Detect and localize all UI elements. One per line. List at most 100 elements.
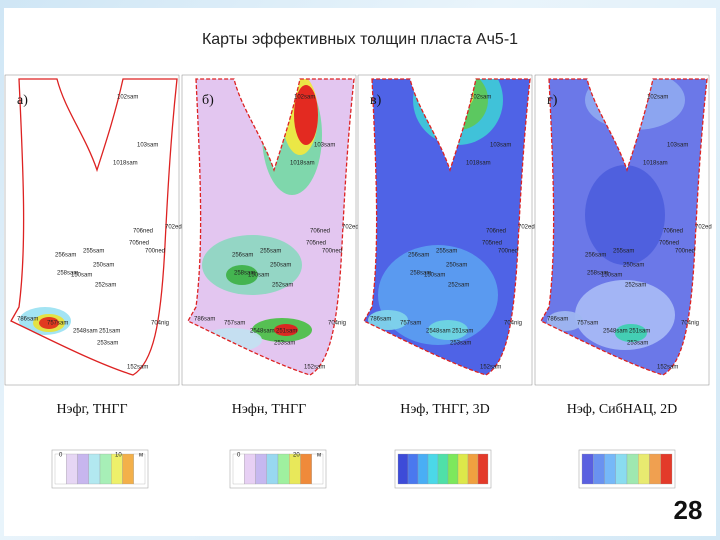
color-scale: 0 10 м	[51, 449, 149, 489]
scale-swatch	[407, 453, 419, 485]
well-label: 705ned	[482, 241, 502, 247]
well-label: 251sam	[99, 329, 120, 335]
scale-swatch	[447, 453, 459, 485]
scale-swatch	[467, 453, 479, 485]
well-label: 251sam	[452, 329, 473, 335]
scale-frame	[394, 449, 492, 489]
map-panel: 102sam 103sam 1018sam 702ed 706ned 705ned 700n…	[4, 74, 182, 386]
well-label: 150sam	[71, 273, 92, 279]
well-label: 103sam	[667, 143, 688, 149]
scale-swatch	[427, 453, 439, 485]
map-zone	[615, 324, 647, 342]
scale-swatch	[437, 453, 449, 485]
scale-swatch	[266, 453, 279, 485]
scale-swatch	[122, 453, 134, 485]
well-label: 252sam	[625, 283, 646, 289]
scale-swatch	[311, 453, 324, 485]
map-panel: 102sam 103sam 1018sam 702ed 706ned 705ned 700n…	[357, 74, 535, 386]
scale-label: 10	[115, 453, 122, 459]
well-label: 757sam	[47, 321, 68, 327]
scale-swatch	[457, 453, 469, 485]
well-label: 102sam	[294, 95, 315, 101]
well-label: 705ned	[129, 241, 149, 247]
well-label: 700ned	[322, 249, 342, 255]
field-boundary	[363, 78, 531, 376]
well-label: 258sam	[234, 271, 255, 277]
map-zone	[585, 165, 665, 265]
well-label: 250sam	[446, 263, 467, 269]
well-label: 704nig	[681, 321, 699, 327]
scale-swatch	[397, 453, 409, 485]
well-label: 252sam	[448, 283, 469, 289]
well-label: 255sam	[260, 249, 281, 255]
panel-caption: Нэфн, ТНГГ	[232, 402, 306, 417]
scale-swatch	[300, 453, 312, 485]
scale-swatch	[581, 453, 594, 485]
well-label: 255sam	[436, 249, 457, 255]
scale-swatch	[638, 453, 650, 485]
scale-label: 0	[59, 453, 63, 459]
well-label: 253sam	[450, 341, 471, 347]
slide-title: Карты эффективных толщин пласта Ач5-1	[202, 31, 518, 48]
scale-swatch	[244, 453, 256, 485]
slide-number: 28	[674, 495, 703, 525]
scale-label: 20	[293, 453, 300, 459]
well-label: 1018sam	[466, 161, 491, 167]
map-zone	[368, 310, 408, 330]
map-zone	[428, 320, 468, 340]
scale-swatch	[88, 453, 101, 485]
scale-frame	[229, 449, 327, 489]
scale-swatch	[417, 453, 429, 485]
map-zone	[547, 311, 583, 331]
well-label: 258sam	[587, 271, 608, 277]
map-zone	[294, 85, 318, 145]
well-label: 256sam	[408, 253, 429, 259]
scale-frame	[51, 449, 149, 489]
well-label: 250sam	[93, 263, 114, 269]
scale-swatch	[615, 453, 628, 485]
well-label: 786sam	[547, 317, 568, 323]
well-label: 706ned	[133, 229, 153, 235]
field-boundary	[540, 78, 708, 376]
panel-caption: Нэфг, ТНГГ	[56, 402, 127, 417]
well-label: 251sam	[629, 329, 650, 335]
well-label: 702ed	[342, 225, 359, 231]
scale-label: м	[139, 453, 143, 459]
scale-swatch	[649, 453, 661, 485]
panel-caption: Нэф, ТНГГ, 3D	[400, 402, 490, 417]
well-label: 705ned	[306, 241, 326, 247]
field-boundary	[10, 78, 178, 376]
well-label: 2548sam	[603, 329, 628, 335]
well-label: 258sam	[410, 271, 431, 277]
well-label: 150sam	[248, 273, 269, 279]
well-label: 700ned	[675, 249, 695, 255]
well-label: 152sam	[304, 365, 325, 371]
scale-swatch	[626, 453, 639, 485]
panel-label: г)	[547, 93, 558, 108]
well-label: 2548sam	[426, 329, 451, 335]
well-label: 704nig	[151, 321, 169, 327]
well-label: 702ed	[518, 225, 535, 231]
well-label: 757sam	[224, 321, 245, 327]
well-label: 1018sam	[643, 161, 668, 167]
color-scale	[578, 449, 676, 489]
well-label: 258sam	[57, 271, 78, 277]
well-label: 256sam	[585, 253, 606, 259]
well-label: 702ed	[165, 225, 182, 231]
well-label: 102sam	[470, 95, 491, 101]
map-zone	[226, 265, 258, 285]
well-label: 152sam	[127, 365, 148, 371]
color-scale	[394, 449, 492, 489]
well-label: 102sam	[117, 95, 138, 101]
well-label: 757sam	[577, 321, 598, 327]
scale-swatch	[593, 453, 605, 485]
map-panel: 102sam 103sam 1018sam 702ed 706ned 705ned 700n…	[181, 74, 359, 386]
scale-swatch	[477, 453, 489, 485]
scale-swatch	[77, 453, 89, 485]
scale-swatch	[255, 453, 267, 485]
well-label: 250sam	[270, 263, 291, 269]
well-label: 2548sam	[250, 329, 275, 335]
well-label: 255sam	[613, 249, 634, 255]
panel-caption: Нэф, СибНАЦ, 2D	[567, 402, 678, 417]
